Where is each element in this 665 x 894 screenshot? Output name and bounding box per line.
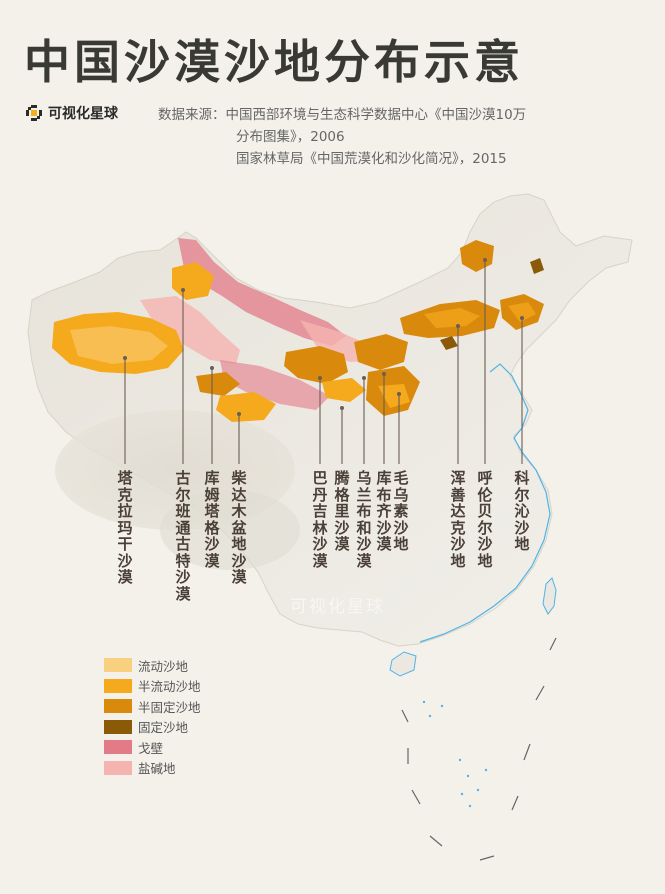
legend-item-gobi: 戈壁	[104, 739, 201, 756]
legend-item-semi-fixed-sand: 半固定沙地	[104, 698, 201, 715]
source-line-1: 中国西部环境与生态科学数据中心《中国沙漠10万	[225, 107, 527, 123]
south-sea-islands	[422, 700, 488, 808]
brand: 可视化星球	[26, 103, 118, 123]
pixel-logo-icon	[26, 105, 42, 121]
label-otindag: 浑善达克沙地	[450, 469, 466, 570]
legend-label: 固定沙地	[138, 720, 189, 735]
label-tengger: 腾格里沙漠	[334, 469, 350, 553]
label-taklimakan: 塔克拉玛干沙漠	[117, 469, 133, 586]
leader-dots	[123, 258, 524, 416]
source-line-2: 分布图集》，2006	[236, 129, 345, 145]
legend: 流动沙地 半流动沙地 半固定沙地 固定沙地 戈壁 盐碱地	[104, 657, 201, 776]
hainan-island	[389, 651, 417, 677]
legend-label: 流动沙地	[138, 658, 189, 674]
brand-name: 可视化星球	[48, 106, 118, 122]
coastline	[419, 363, 551, 643]
legend-label: 半固定沙地	[138, 699, 201, 715]
legend-swatch	[104, 678, 132, 693]
label-gurbantunggut: 古尔班通古特沙漠	[175, 469, 191, 603]
label-muus: 毛乌素沙地	[393, 469, 409, 553]
legend-item-fixed-sand: 固定沙地	[104, 719, 201, 735]
legend-label: 盐碱地	[138, 761, 176, 776]
legend-label: 半流动沙地	[138, 679, 201, 694]
legend-swatch	[104, 699, 132, 713]
label-qaidam: 柴达木盆地沙漠	[231, 469, 247, 586]
legend-swatch	[104, 760, 132, 775]
map-title: 中国沙漠沙地分布示意	[24, 35, 524, 89]
legend-swatch	[104, 740, 132, 754]
label-badainjaran: 巴丹吉林沙漠	[312, 469, 328, 570]
label-horqin: 科尔沁沙地	[514, 469, 530, 553]
label-hulunbuir: 呼伦贝尔沙地	[477, 469, 493, 570]
sand-zones	[52, 240, 544, 422]
legend-label: 戈壁	[138, 740, 164, 756]
legend-swatch	[104, 658, 132, 672]
source-label: 数据来源：	[158, 107, 226, 123]
source-line-3: 国家林草局《中国荒漠化和沙化简况》，2015	[236, 151, 507, 167]
taiwan-island	[542, 577, 557, 615]
data-source: 数据来源：中国西部环境与生态科学数据中心《中国沙漠10万 分布图集》，2006 …	[158, 104, 648, 170]
legend-item-saline: 盐碱地	[104, 760, 201, 776]
label-ulanbuh: 乌兰布和沙漠	[356, 469, 372, 570]
label-kubuqi: 库布齐沙漠	[376, 469, 392, 553]
legend-swatch	[104, 719, 132, 734]
watermark: 可视化星球	[290, 597, 385, 617]
label-kumtag: 库姆塔格沙漠	[204, 469, 220, 570]
leader-lines	[124, 260, 523, 464]
legend-item-mobile-sand: 流动沙地	[104, 657, 201, 674]
south-sea-dashes	[401, 637, 557, 861]
legend-item-semi-mobile-sand: 半流动沙地	[104, 678, 201, 694]
